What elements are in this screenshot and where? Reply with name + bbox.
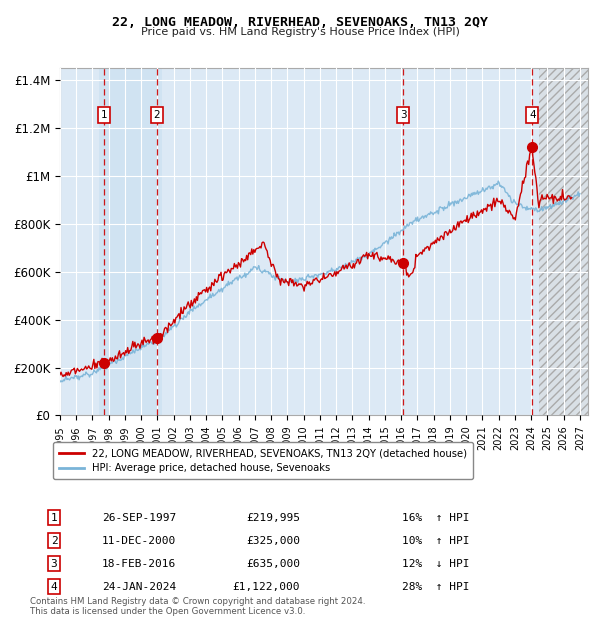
Legend: 22, LONG MEADOW, RIVERHEAD, SEVENOAKS, TN13 2QY (detached house), HPI: Average p: 22, LONG MEADOW, RIVERHEAD, SEVENOAKS, T… xyxy=(53,442,473,479)
Bar xyxy=(99,68,163,415)
Text: 28%  ↑ HPI: 28% ↑ HPI xyxy=(402,582,470,591)
Bar xyxy=(539,68,588,415)
Text: 16%  ↑ HPI: 16% ↑ HPI xyxy=(402,513,470,523)
Text: 11-DEC-2000: 11-DEC-2000 xyxy=(102,536,176,546)
Text: £1,122,000: £1,122,000 xyxy=(233,582,300,591)
Text: £325,000: £325,000 xyxy=(246,536,300,546)
Text: 2: 2 xyxy=(50,536,58,546)
Text: Price paid vs. HM Land Registry's House Price Index (HPI): Price paid vs. HM Land Registry's House … xyxy=(140,27,460,37)
Text: 1: 1 xyxy=(50,513,58,523)
Text: This data is licensed under the Open Government Licence v3.0.: This data is licensed under the Open Gov… xyxy=(30,607,305,616)
Text: 3: 3 xyxy=(50,559,58,569)
Text: £219,995: £219,995 xyxy=(246,513,300,523)
Text: 4: 4 xyxy=(529,110,536,120)
Bar xyxy=(539,68,588,415)
Text: 2: 2 xyxy=(154,110,160,120)
Text: 18-FEB-2016: 18-FEB-2016 xyxy=(102,559,176,569)
Text: 10%  ↑ HPI: 10% ↑ HPI xyxy=(402,536,470,546)
Text: 22, LONG MEADOW, RIVERHEAD, SEVENOAKS, TN13 2QY: 22, LONG MEADOW, RIVERHEAD, SEVENOAKS, T… xyxy=(112,16,488,29)
Text: 24-JAN-2024: 24-JAN-2024 xyxy=(102,582,176,591)
Text: £635,000: £635,000 xyxy=(246,559,300,569)
Text: 3: 3 xyxy=(400,110,407,120)
Text: 1: 1 xyxy=(101,110,107,120)
Text: 4: 4 xyxy=(50,582,58,591)
Text: Contains HM Land Registry data © Crown copyright and database right 2024.: Contains HM Land Registry data © Crown c… xyxy=(30,597,365,606)
Text: 12%  ↓ HPI: 12% ↓ HPI xyxy=(402,559,470,569)
Text: 26-SEP-1997: 26-SEP-1997 xyxy=(102,513,176,523)
